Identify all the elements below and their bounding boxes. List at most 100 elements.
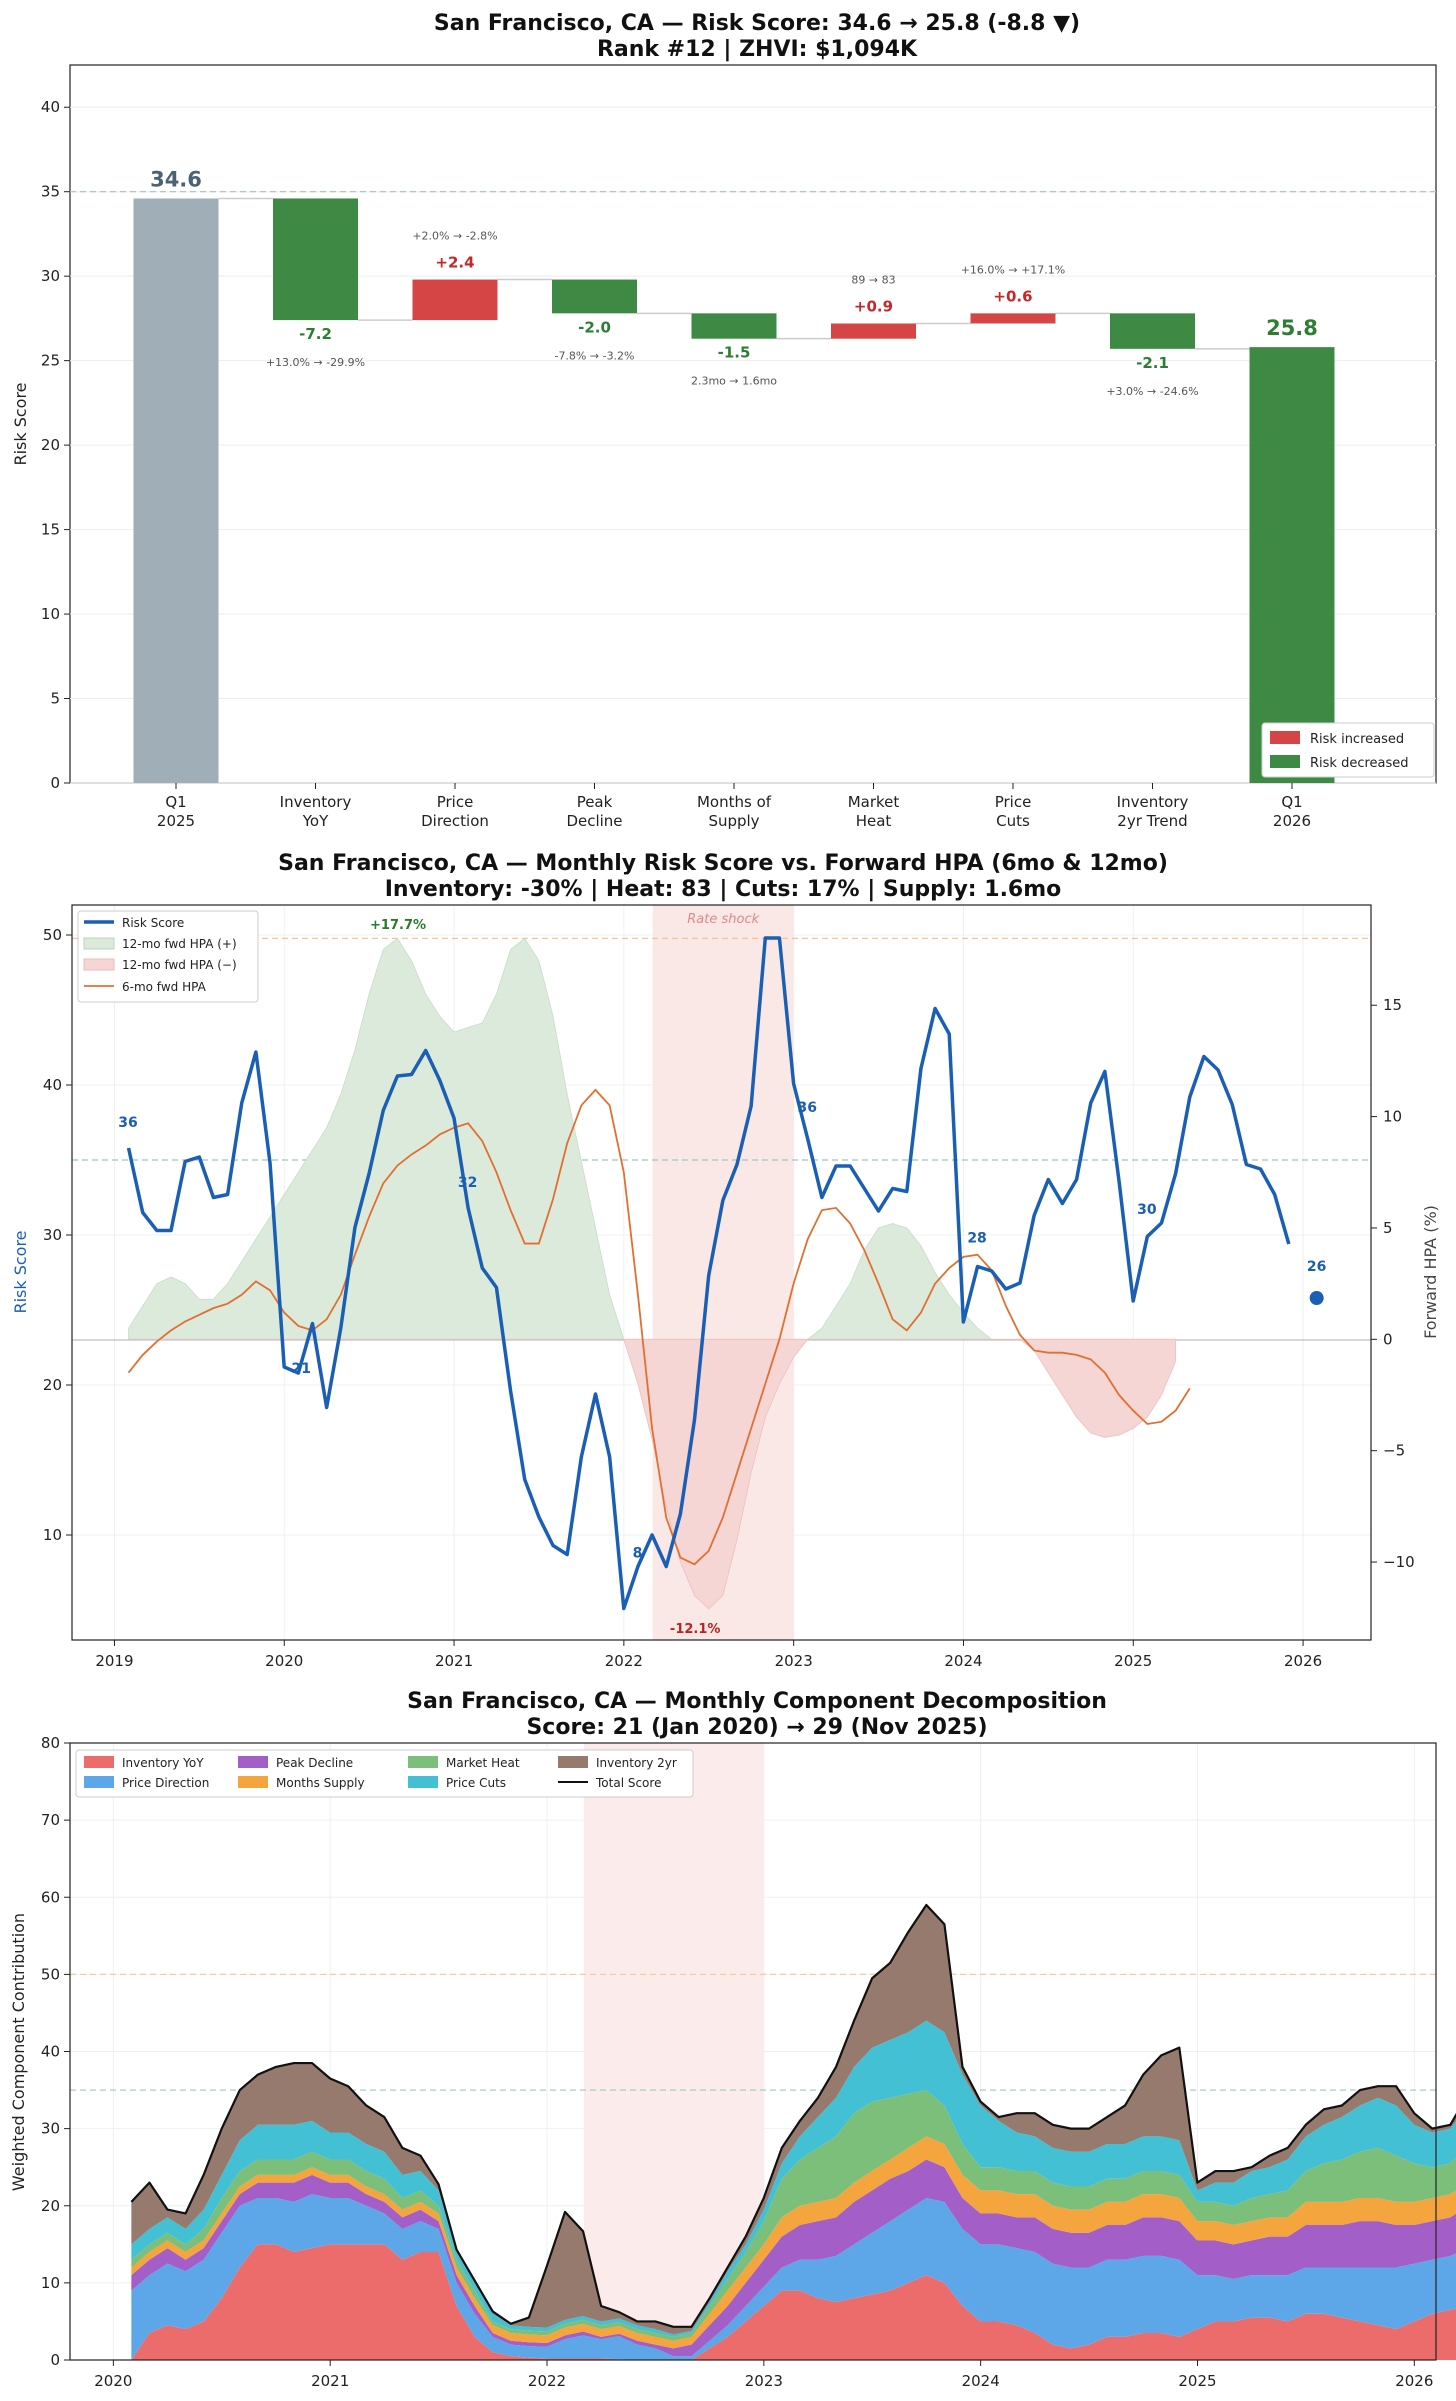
risk-hpa-title: San Francisco, CA — Monthly Risk Score v…	[278, 851, 1168, 876]
risk-hpa-subtitle: Inventory: -30% | Heat: 83 | Cuts: 17% |…	[385, 877, 1062, 902]
y-tick-label: 80	[41, 1734, 60, 1752]
waterfall-chart: San Francisco, CA — Risk Score: 34.6 → 2…	[11, 11, 1437, 830]
x-tick-label: Q1 2026	[1273, 793, 1311, 830]
area-peak-decline	[131, 2159, 1456, 2357]
bar-step-value: -2.1	[1136, 354, 1169, 372]
x-tick-label: 2023	[775, 1652, 813, 1670]
y-tick-label: 30	[41, 2120, 60, 2138]
bar-step-note: 89 → 83	[851, 273, 895, 286]
x-tick-label: 2025	[1178, 2372, 1216, 2390]
y-tick-label: 10	[41, 605, 60, 623]
legend-label: Market Heat	[446, 1756, 520, 1770]
bar-end-label: 25.8	[1266, 316, 1318, 340]
legend-label: Inventory YoY	[122, 1756, 204, 1770]
total-score-line	[130, 1903, 1456, 2328]
bar-step	[412, 279, 498, 321]
y-right-tick-label: 10	[1383, 1108, 1402, 1126]
bar-step	[970, 313, 1056, 324]
legend-swatch	[84, 1756, 114, 1768]
risk-hpa-y-right-label: Forward HPA (%)	[1421, 1205, 1440, 1339]
x-tick-label: 2021	[435, 1652, 473, 1670]
x-tick-label: 2020	[94, 2372, 132, 2390]
y-tick-label: 20	[41, 436, 60, 454]
y-right-tick-label: 0	[1383, 1330, 1393, 1348]
y-right-tick-label: 15	[1383, 996, 1402, 1014]
x-tick-label: 2024	[962, 2372, 1000, 2390]
x-tick-label: 2023	[745, 2372, 783, 2390]
y-left-tick-label: 30	[43, 1226, 62, 1244]
bar-step	[691, 313, 777, 339]
bar-step-value: +2.4	[435, 254, 474, 272]
legend-label: Inventory 2yr	[596, 1756, 677, 1770]
risk-vs-hpa-chart: San Francisco, CA — Monthly Risk Score v…	[11, 851, 1440, 1670]
bar-step-value: -1.5	[718, 344, 751, 362]
legend-label: Peak Decline	[276, 1756, 353, 1770]
bar-end	[1249, 347, 1335, 783]
legend-label: Months Supply	[276, 1776, 365, 1790]
bar-step-value: -7.2	[299, 325, 332, 343]
area-inventory-yoy	[131, 2244, 1456, 2360]
x-tick-label: Q1 2025	[157, 793, 195, 830]
x-tick-label: 2019	[95, 1652, 133, 1670]
x-tick-label: 2020	[265, 1652, 303, 1670]
y-tick-label: 35	[41, 183, 60, 201]
bar-step-value: +0.9	[854, 297, 893, 315]
bar-step-note: +13.0% → -29.9%	[266, 356, 365, 369]
legend-swatch-decrease	[1270, 755, 1300, 768]
legend-label-hpa6: 6-mo fwd HPA	[122, 980, 207, 994]
bar-step-note: +3.0% → -24.6%	[1106, 385, 1198, 398]
y-tick-label: 25	[41, 352, 60, 370]
bar-step	[273, 198, 358, 321]
y-tick-label: 10	[41, 2274, 60, 2292]
bar-step-note: 2.3mo → 1.6mo	[691, 375, 777, 388]
bar-step	[1110, 313, 1195, 349]
component-legend: Inventory YoY Price Direction Peak Decline…	[75, 1749, 694, 1798]
bar-start	[133, 198, 219, 784]
legend-label-decrease: Risk decreased	[1310, 756, 1409, 771]
risk-hpa-legend: Risk Score 12-mo fwd HPA (+) 12-mo fwd H…	[77, 910, 259, 1003]
x-tick-label: Price Cuts	[995, 793, 1032, 830]
legend-swatch-hpa-neg	[83, 958, 115, 971]
y-left-tick-label: 50	[43, 926, 62, 944]
y-left-tick-label: 20	[43, 1376, 62, 1394]
area-price-direction	[131, 2194, 1456, 2360]
y-tick-label: 70	[41, 1811, 60, 1829]
x-tick-label: Inventory YoY	[280, 793, 352, 830]
legend-swatch	[238, 1776, 268, 1788]
bar-start-label: 34.6	[150, 167, 202, 191]
y-tick-label: 50	[41, 1965, 60, 1983]
y-left-tick-label: 10	[43, 1526, 62, 1544]
x-tick-label: 2026	[1395, 2372, 1433, 2390]
risk-annotation: 28	[967, 1231, 986, 1247]
legend-label-hpa-pos: 12-mo fwd HPA (+)	[122, 937, 237, 951]
y-tick-label: 15	[41, 521, 60, 539]
bar-step-note: +16.0% → +17.1%	[961, 263, 1066, 276]
legend-label: Total Score	[595, 1776, 661, 1790]
legend-label-increase: Risk increased	[1310, 732, 1404, 747]
component-decomposition-chart: San Francisco, CA — Monthly Component De…	[9, 1689, 1456, 2390]
x-tick-label: Inventory 2yr Trend	[1117, 793, 1189, 830]
legend-swatch-hpa-pos	[83, 937, 115, 950]
component-plot-frame	[69, 1742, 1437, 2361]
y-tick-label: 60	[41, 1888, 60, 1906]
y-right-tick-label: −10	[1383, 1553, 1415, 1571]
x-tick-label: Market Heat	[848, 793, 900, 830]
legend-label-risk: Risk Score	[122, 916, 184, 930]
legend-swatch	[84, 1776, 114, 1788]
y-tick-label: 0	[50, 774, 60, 792]
risk-annotation: 8	[633, 1546, 643, 1562]
y-tick-label: 40	[41, 98, 60, 116]
legend-label: Price Direction	[122, 1776, 209, 1790]
area-price-cuts	[131, 2020, 1456, 2337]
component-subtitle: Score: 21 (Jan 2020) → 29 (Nov 2025)	[526, 1715, 987, 1740]
risk-annotation: 36	[118, 1115, 137, 1131]
y-right-tick-label: 5	[1383, 1219, 1393, 1237]
x-tick-label: Price Direction	[421, 793, 489, 830]
y-tick-label: 5	[50, 690, 60, 708]
y-tick-label: 30	[41, 267, 60, 285]
hpa12-positive-area	[128, 937, 1176, 1340]
risk-annotation: 30	[1137, 1202, 1157, 1218]
waterfall-legend: Risk increased Risk decreased	[1261, 722, 1435, 778]
x-tick-label: 2026	[1284, 1652, 1322, 1670]
